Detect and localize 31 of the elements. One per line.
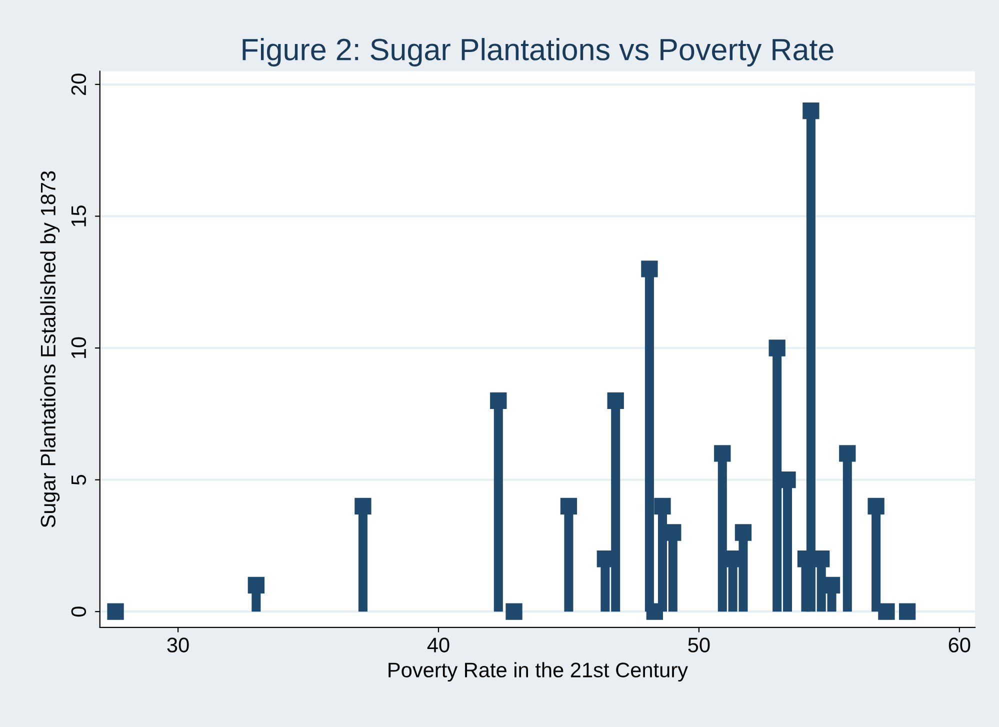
y-tick-label: 5 [72,474,86,485]
point [868,498,884,514]
point [107,603,124,620]
point [654,498,671,514]
point [506,603,522,620]
point [802,102,820,120]
point [714,445,731,462]
chart-title: Figure 2: Sugar Plantations vs Poverty Rate [242,38,834,66]
point [560,498,578,514]
point [839,445,856,462]
y-tick-label: 0 [71,606,86,617]
point [248,576,265,594]
y-tick-label: 10 [71,337,86,358]
point [878,603,895,620]
point [354,498,372,514]
point [490,392,507,410]
point [646,603,663,620]
point [641,260,658,278]
y-axis-title: Sugar Plantations Established by 1873 [40,171,60,528]
x-tick-label: 30 [167,638,189,652]
point [813,550,830,568]
x-tick-label: 50 [688,638,710,652]
x-axis-title: Poverty Rate in the 21st Century [388,662,688,682]
x-tick-label: 60 [948,638,970,652]
point [607,392,624,410]
point [768,340,786,356]
point [898,603,916,620]
point [734,524,752,541]
y-tick-label: 15 [72,206,86,226]
y-tick-label: 20 [71,74,86,95]
x-tick-label: 40 [427,638,450,652]
